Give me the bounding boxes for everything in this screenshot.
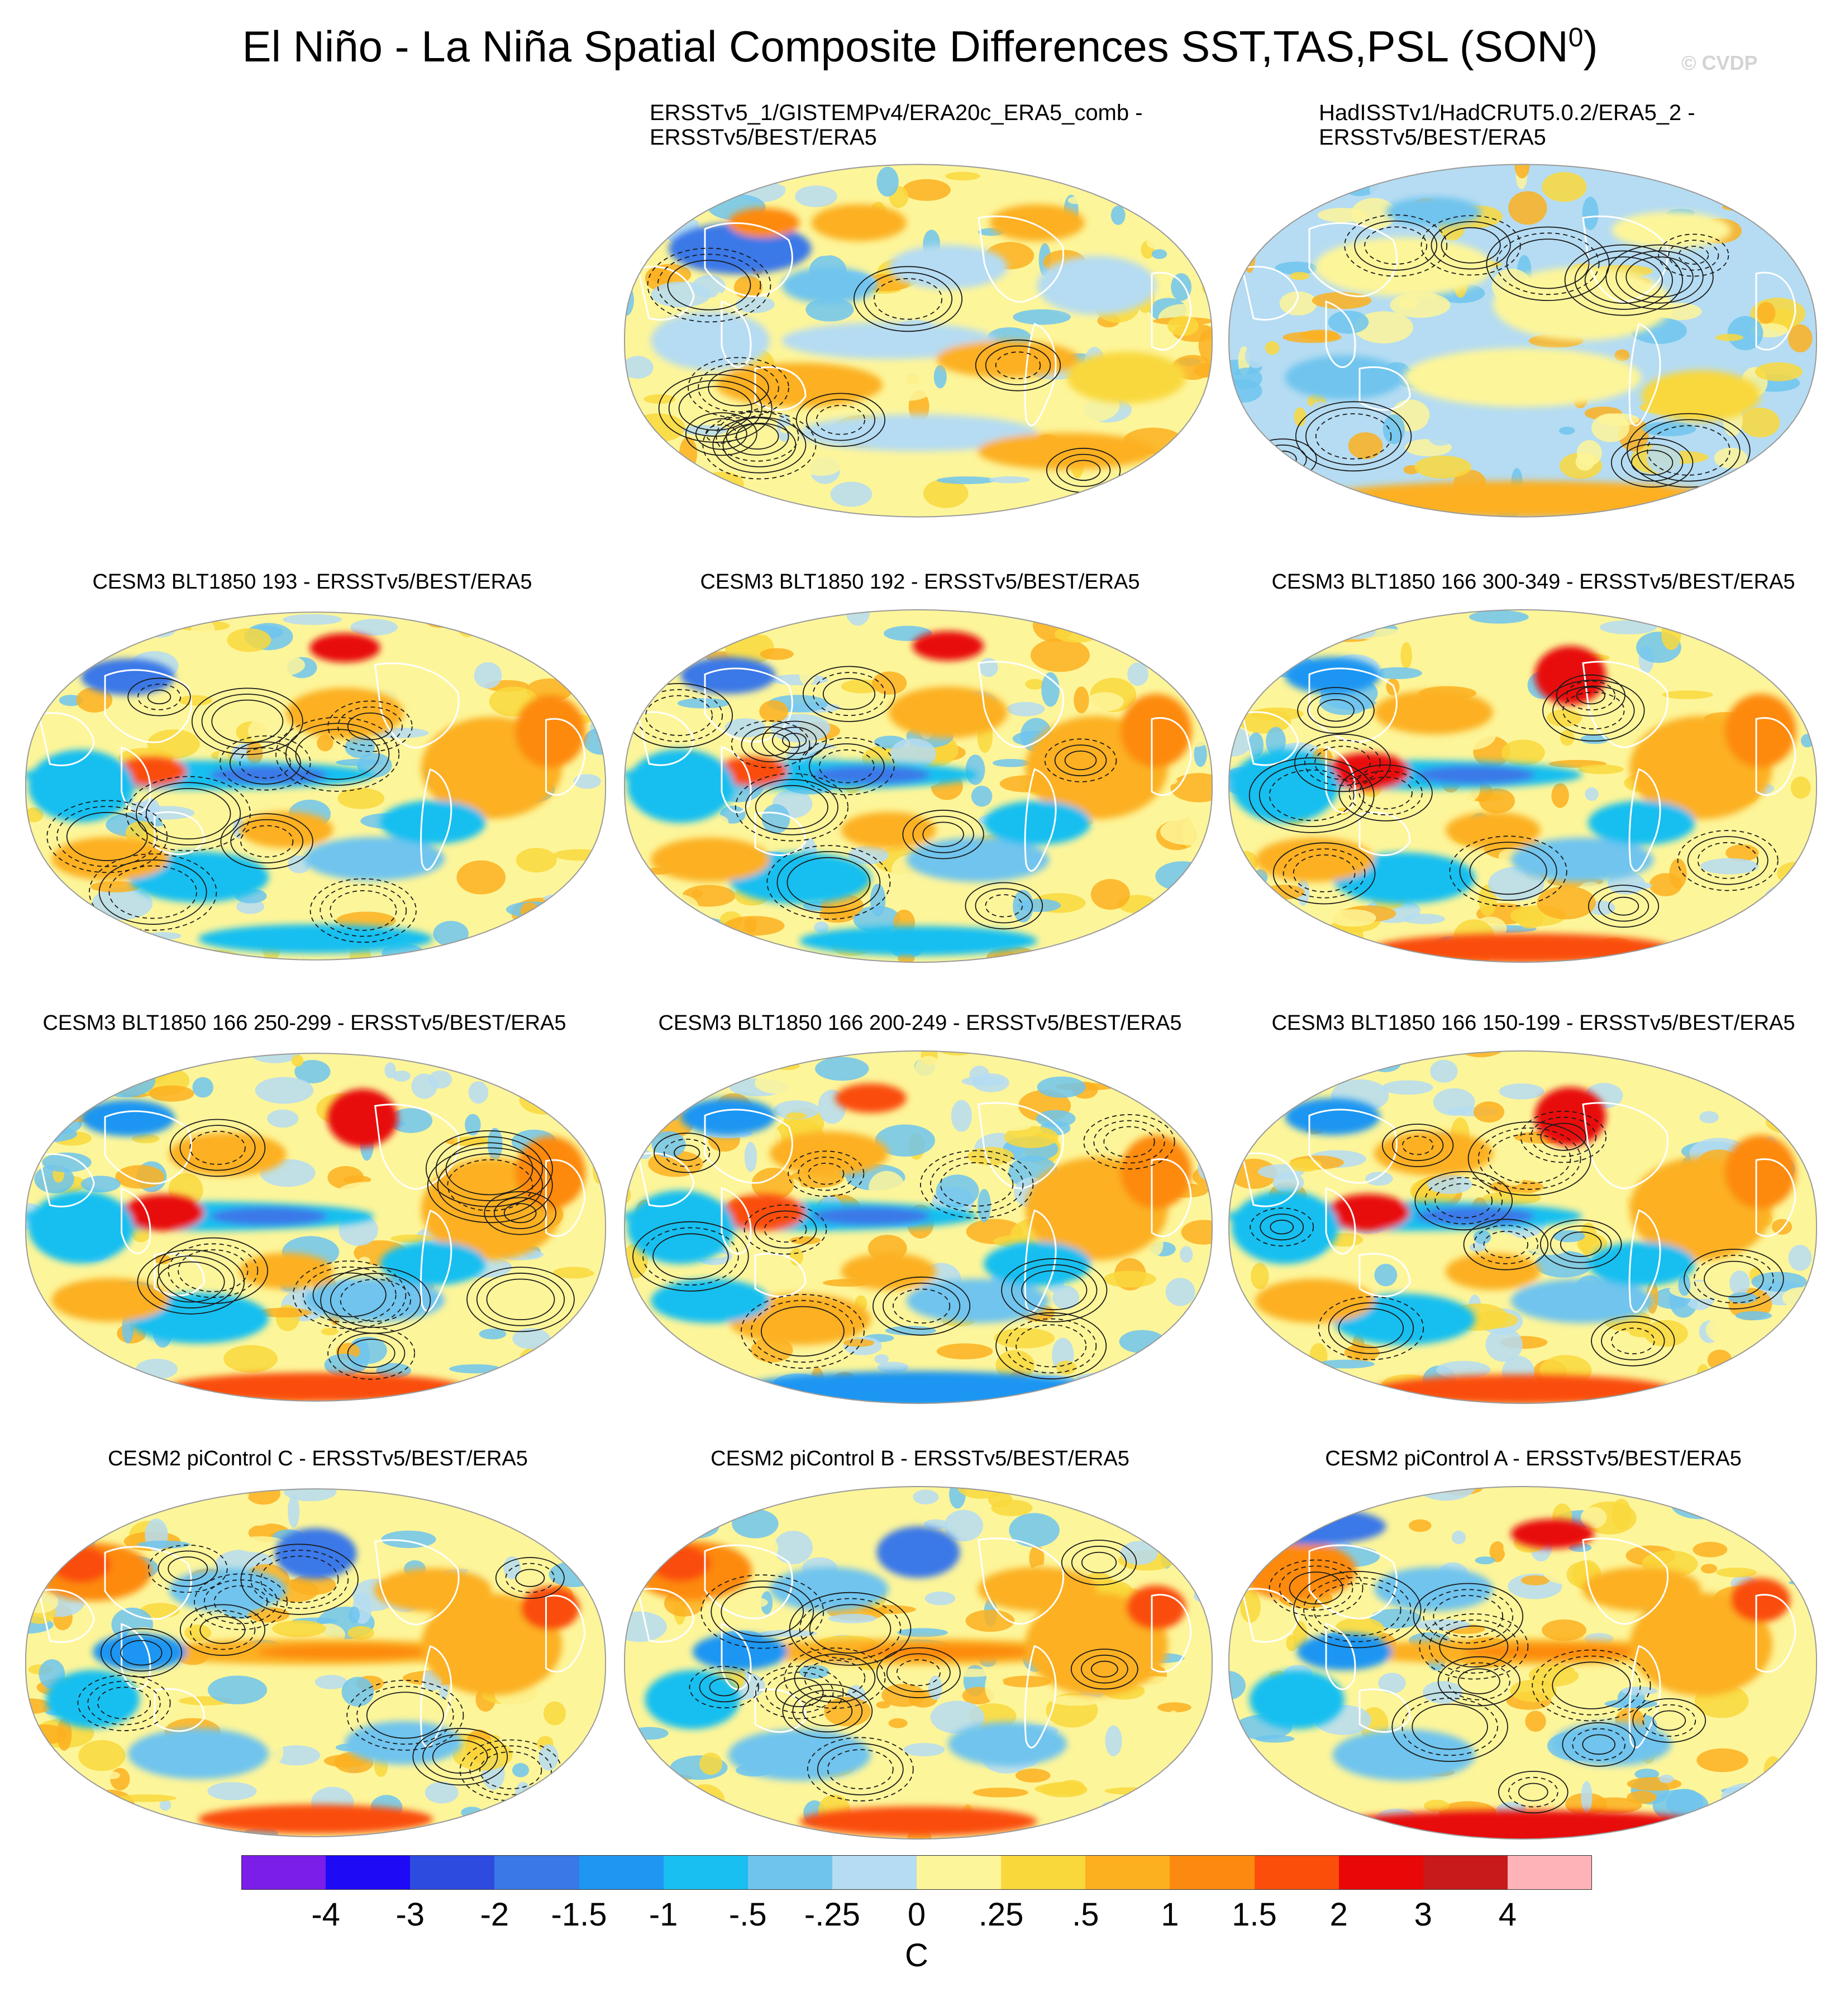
- colorbar-swatch: [241, 1855, 326, 1890]
- colorbar-tick-label: -.5: [728, 1896, 767, 1933]
- psl-contours: [1248, 674, 1779, 928]
- anomaly-field: [1229, 1050, 1817, 1404]
- land-outline: [37, 1103, 586, 1312]
- map-border: [623, 1485, 1213, 1840]
- map-border: [1228, 609, 1818, 963]
- colorbar-tick-label: -4: [311, 1896, 340, 1933]
- map-border: [1228, 1485, 1818, 1840]
- panel-title: CESM3 BLT1850 193 - ERSSTv5/BEST/ERA5: [92, 570, 532, 594]
- colorbar-swatch: [1507, 1855, 1592, 1890]
- map-border: [25, 612, 607, 961]
- panel-title: HadISSTv1/HadCRUT5.0.2/ERA5_2 - ERSSTv5/B…: [1319, 101, 1695, 150]
- colorbar-tick-label: 0: [907, 1896, 926, 1933]
- robinson-map: [623, 1050, 1213, 1404]
- colorbar: [241, 1855, 1592, 1890]
- psl-contours: [647, 247, 1121, 493]
- land-outline: [637, 1537, 1192, 1749]
- map-border: [623, 164, 1213, 518]
- anomaly-field: [1229, 609, 1817, 963]
- colorbar-swatch: [410, 1855, 495, 1890]
- land-outline: [637, 1102, 1192, 1313]
- colorbar-swatch: [1338, 1855, 1423, 1890]
- panel-title: CESM2 piControl A - ERSSTv5/BEST/ERA5: [1325, 1447, 1742, 1470]
- panel-title: CESM3 BLT1850 166 250-299 - ERSSTv5/BEST…: [42, 1011, 566, 1035]
- land-outline: [637, 661, 1192, 872]
- colorbar-tick-label: -1: [649, 1896, 678, 1933]
- psl-contours: [77, 1544, 565, 1802]
- panel-title: CESM2 piControl C - ERSSTv5/BEST/ERA5: [108, 1447, 528, 1470]
- colorbar-tick-label: 3: [1414, 1896, 1432, 1933]
- robinson-map: [1228, 1050, 1818, 1404]
- panel-title: CESM3 BLT1850 166 300-349 - ERSSTv5/BEST…: [1271, 570, 1795, 594]
- colorbar-tick-label: -.25: [804, 1896, 860, 1933]
- colorbar-swatch: [1085, 1855, 1170, 1890]
- robinson-map: [623, 1485, 1213, 1840]
- land-outline: [637, 216, 1192, 427]
- anomaly-field: [625, 164, 1212, 517]
- colorbar-tick-label: .25: [978, 1896, 1024, 1933]
- robinson-map: [25, 1053, 607, 1402]
- psl-contours: [632, 1114, 1175, 1380]
- colorbar-swatch: [832, 1855, 917, 1890]
- figure-title: El Niño - La Niña Spatial Composite Diff…: [242, 22, 1598, 71]
- robinson-map: [25, 612, 607, 961]
- colorbar-swatch: [494, 1855, 579, 1890]
- colorbar-border: [241, 1855, 1592, 1890]
- robinson-map: [1228, 609, 1818, 963]
- psl-contours: [1269, 1559, 1706, 1814]
- colorbar-swatch: [663, 1855, 748, 1890]
- robinson-map: [623, 609, 1213, 963]
- anomaly-field: [1229, 164, 1817, 517]
- anomaly-field: [625, 1050, 1212, 1404]
- colorbar-swatch: [1001, 1855, 1086, 1890]
- map-border: [25, 1488, 607, 1837]
- colorbar-swatch: [917, 1855, 1002, 1890]
- psl-contours: [1250, 1110, 1784, 1367]
- anomaly-field: [25, 1489, 606, 1837]
- panel-title: CESM3 BLT1850 166 200-249 - ERSSTv5/BEST…: [658, 1011, 1182, 1035]
- colorbar-tick-label: .5: [1072, 1896, 1099, 1933]
- colorbar-units: C: [905, 1937, 928, 1974]
- land-outline: [1241, 1102, 1796, 1313]
- panel-title: CESM2 piControl B - ERSSTv5/BEST/ERA5: [711, 1447, 1129, 1470]
- colorbar-swatch: [1170, 1855, 1255, 1890]
- land-outline: [1241, 216, 1796, 427]
- land-outline: [1241, 1537, 1796, 1749]
- colorbar-tick-label: 1: [1161, 1896, 1179, 1933]
- colorbar-swatch: [326, 1855, 411, 1890]
- robinson-map: [1228, 164, 1818, 518]
- psl-contours: [689, 1540, 1138, 1802]
- colorbar-tick-label: 2: [1329, 1896, 1348, 1933]
- colorbar-tick-label: 1.5: [1232, 1896, 1277, 1933]
- map-border: [1228, 164, 1818, 518]
- colorbar-swatch: [579, 1855, 664, 1890]
- panel-title: ERSSTv5_1/GISTEMPv4/ERA20c_ERA5_comb - ER…: [650, 101, 1143, 150]
- colorbar-tick-label: 4: [1498, 1896, 1517, 1933]
- map-border: [623, 609, 1213, 963]
- colorbar-swatch: [1423, 1855, 1508, 1890]
- colorbar-tick-label: -1.5: [551, 1896, 607, 1933]
- psl-contours: [46, 677, 417, 943]
- psl-contours: [625, 666, 1117, 930]
- robinson-map: [623, 164, 1213, 518]
- panel-title: CESM3 BLT1850 166 150-199 - ERSSTv5/BEST…: [1271, 1011, 1795, 1035]
- anomaly-field: [1229, 1486, 1817, 1840]
- cvdp-watermark: © CVDP: [1681, 51, 1758, 74]
- anomaly-field: [625, 609, 1212, 963]
- colorbar-tick-label: -2: [480, 1896, 509, 1933]
- panel-title: CESM3 BLT1850 192 - ERSSTv5/BEST/ERA5: [700, 570, 1140, 594]
- map-border: [25, 1053, 607, 1402]
- colorbar-swatch: [1254, 1855, 1339, 1890]
- anomaly-field: [625, 1486, 1212, 1840]
- colorbar-swatch: [747, 1855, 832, 1890]
- psl-contours: [137, 1119, 575, 1380]
- map-border: [623, 1050, 1213, 1404]
- map-border: [1228, 1050, 1818, 1404]
- colorbar-tick-label: -3: [395, 1896, 425, 1933]
- psl-contours: [1248, 214, 1751, 488]
- robinson-map: [1228, 1485, 1818, 1840]
- land-outline: [37, 662, 586, 871]
- robinson-map: [25, 1488, 607, 1837]
